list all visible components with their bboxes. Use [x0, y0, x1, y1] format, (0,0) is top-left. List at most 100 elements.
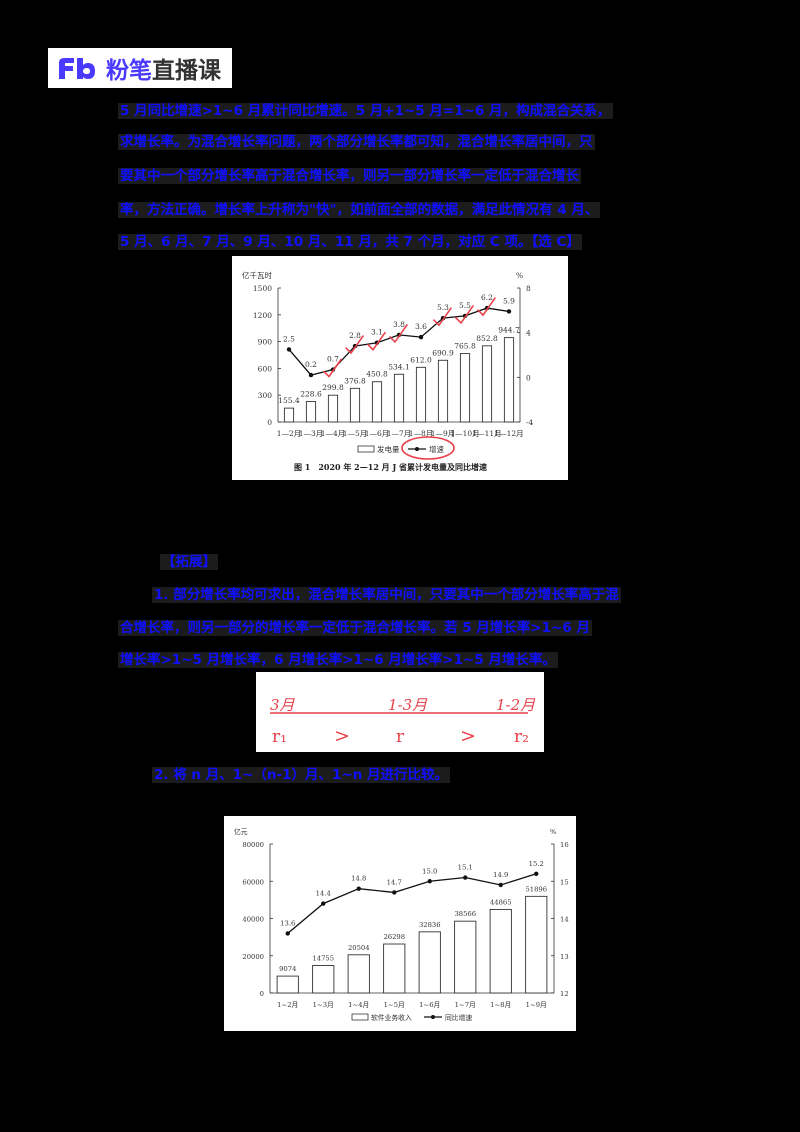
svg-text:发电量: 发电量 — [377, 444, 400, 454]
svg-text:534.1: 534.1 — [388, 362, 409, 371]
section-heading: 【拓展】 — [160, 554, 218, 570]
svg-text:1~9月: 1~9月 — [526, 1001, 547, 1009]
svg-text:2.8: 2.8 — [349, 331, 361, 340]
section3-line: 2. 将 n 月、1~（n-1）月、1~n 月进行比较。 — [152, 767, 451, 783]
svg-text:1—7月: 1—7月 — [387, 429, 412, 438]
svg-text:765.8: 765.8 — [454, 342, 476, 351]
svg-text:5.5: 5.5 — [459, 301, 471, 310]
svg-text:944.7: 944.7 — [498, 326, 520, 335]
brand-primary: 粉笔 — [106, 58, 152, 84]
svg-text:300: 300 — [258, 391, 273, 400]
svg-text:13: 13 — [560, 953, 569, 961]
svg-text:1—9月: 1—9月 — [431, 429, 456, 438]
svg-text:3.6: 3.6 — [415, 322, 427, 331]
svg-text:9074: 9074 — [279, 965, 296, 973]
svg-text:1~5月: 1~5月 — [384, 1001, 405, 1009]
svg-text:16: 16 — [560, 841, 569, 849]
svg-text:15.1: 15.1 — [458, 864, 473, 872]
svg-text:13.6: 13.6 — [280, 919, 295, 927]
svg-text:5.9: 5.9 — [503, 296, 515, 305]
svg-text:4: 4 — [526, 329, 531, 338]
section2-line: 合增长率，则另一部分的增长率一定低于混合增长率。若 5 月增长率>1~6 月 — [118, 620, 592, 636]
hand-label: 3月 — [270, 696, 296, 714]
chart1-svg: 亿千瓦时 % 0 300 600 900 1200 1500 -4 0 4 8 155.4 1—2月 228… — [242, 270, 534, 472]
svg-text:80000: 80000 — [242, 841, 264, 849]
svg-text:图 1 2020 年 2—12 月 J 省累计发电量及同比增: 图 1 2020 年 2—12 月 J 省累计发电量及同比增速 — [294, 462, 487, 472]
hand-label: r₁ — [272, 727, 287, 747]
svg-text:612.0: 612.0 — [410, 355, 432, 364]
brand-logo: 粉笔直播课 — [48, 48, 232, 88]
hand-label: > — [460, 725, 476, 747]
svg-text:1—4月: 1—4月 — [321, 429, 346, 438]
chart-power-generation: 亿千瓦时% 0 300 600 900 1200 1500 -4 0 4 8 155.4 1—2月 228… — [232, 256, 568, 480]
svg-text:15: 15 — [560, 878, 569, 886]
paragraph1-line: 5 月同比增速>1~6 月累计同比增速。5 月+1~5 月=1~6 月，构成混合… — [118, 103, 613, 119]
paragraph1-line: 率，方法正确。增长率上升称为"快"，如前面全部的数据，满足此情况有 4 月、 — [118, 202, 601, 218]
svg-text:38566: 38566 — [454, 910, 476, 918]
svg-text:44865: 44865 — [490, 898, 512, 906]
svg-text:3.8: 3.8 — [393, 320, 405, 329]
paragraph1-line: 要其中一个部分增长率高于混合增长率，则另一部分增长率一定低于混合增长 — [118, 168, 581, 184]
svg-text:32836: 32836 — [419, 921, 441, 929]
svg-text:15.2: 15.2 — [529, 860, 544, 868]
svg-text:14: 14 — [560, 916, 569, 924]
svg-text:1—11月: 1—11月 — [472, 429, 501, 438]
svg-text:14.9: 14.9 — [493, 871, 508, 879]
hand-label: 1-2月 — [496, 696, 536, 714]
svg-text:%: % — [516, 271, 523, 280]
section2-line: 1. 部分增长率均可求出，混合增长率居中间，只要其中一个部分增长率高于混 — [152, 587, 621, 603]
paragraph1-line: 5 月、6 月、7 月、9 月、10 月、11 月，共 7 个月，对应 C 项。… — [118, 234, 582, 250]
svg-text:12: 12 — [560, 990, 569, 998]
hand-label: > — [334, 725, 350, 747]
svg-text:0.7: 0.7 — [327, 355, 339, 364]
svg-text:6.2: 6.2 — [481, 293, 493, 302]
hand-label: 1-3月 — [388, 696, 428, 714]
svg-text:14755: 14755 — [312, 955, 334, 963]
svg-text:14.7: 14.7 — [387, 878, 402, 886]
svg-text:0: 0 — [260, 990, 264, 998]
handwriting-svg: 3月 1-3月 1-2月 r₁ > r > r₂ — [270, 696, 536, 747]
svg-text:增速: 增速 — [429, 444, 444, 454]
svg-text:376.8: 376.8 — [344, 376, 366, 385]
svg-text:0: 0 — [526, 373, 531, 382]
brand-name: 粉笔直播课 — [106, 51, 221, 85]
svg-text:%: % — [550, 828, 557, 836]
svg-text:1~6月: 1~6月 — [419, 1001, 440, 1009]
svg-text:14.8: 14.8 — [351, 875, 366, 883]
svg-text:1—8月: 1—8月 — [409, 429, 434, 438]
svg-text:同比增速: 同比增速 — [445, 1013, 472, 1022]
svg-text:1~3月: 1~3月 — [313, 1001, 334, 1009]
svg-text:690.9: 690.9 — [432, 348, 454, 357]
svg-text:2.5: 2.5 — [283, 334, 295, 343]
hand-label: r₂ — [514, 727, 529, 747]
svg-text:3.1: 3.1 — [371, 328, 383, 337]
chart-software-revenue: 亿元% 0 20000 40000 60000 80000 12 13 14 15 16 9074 1~… — [224, 816, 576, 1031]
svg-text:8: 8 — [526, 284, 531, 293]
svg-text:1~4月: 1~4月 — [348, 1001, 369, 1009]
chart2-svg: 亿元 % 0 20000 40000 60000 80000 12 13 14 15 16 9074 1~… — [234, 827, 569, 1022]
svg-text:1—2月: 1—2月 — [277, 429, 302, 438]
svg-text:1~7月: 1~7月 — [455, 1001, 476, 1009]
svg-text:852.8: 852.8 — [476, 334, 498, 343]
svg-text:1500: 1500 — [253, 284, 272, 293]
svg-text:228.6: 228.6 — [300, 390, 322, 399]
svg-text:0.2: 0.2 — [305, 360, 317, 369]
svg-text:155.4: 155.4 — [278, 396, 300, 405]
svg-text:亿元: 亿元 — [234, 827, 248, 836]
svg-text:1—5月: 1—5月 — [343, 429, 368, 438]
hand-label: r — [396, 727, 405, 747]
svg-text:5.3: 5.3 — [437, 303, 449, 312]
svg-text:1—3月: 1—3月 — [299, 429, 324, 438]
svg-text:900: 900 — [258, 338, 273, 347]
svg-text:-4: -4 — [526, 418, 534, 427]
section2-line: 增长率>1~5 月增长率，6 月增长率>1~6 月增长率>1~5 月增长率。 — [118, 652, 558, 668]
svg-text:1~8月: 1~8月 — [490, 1001, 511, 1009]
svg-text:1—12月: 1—12月 — [494, 429, 523, 438]
svg-text:450.8: 450.8 — [366, 370, 388, 379]
paragraph1-line: 求增长率。为混合增长率问题，两个部分增长率都可知，混合增长率居中间，只 — [118, 134, 595, 150]
svg-text:20000: 20000 — [242, 953, 264, 961]
svg-text:14.4: 14.4 — [316, 890, 331, 898]
svg-text:1200: 1200 — [253, 311, 272, 320]
svg-text:20504: 20504 — [348, 944, 370, 952]
svg-text:51896: 51896 — [525, 885, 547, 893]
